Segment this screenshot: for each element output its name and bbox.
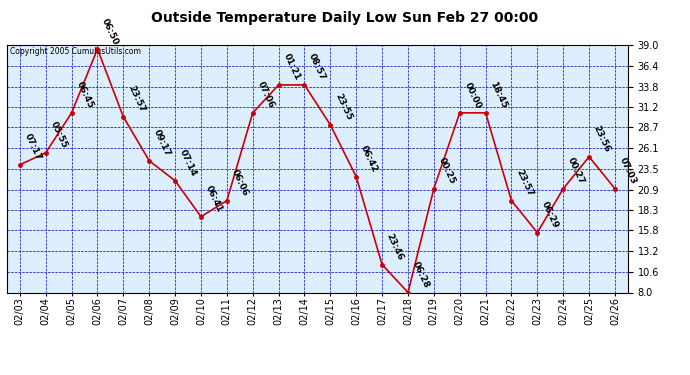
Text: 08:57: 08:57 xyxy=(307,53,328,82)
Text: 00:25: 00:25 xyxy=(437,156,457,186)
Text: 06:28: 06:28 xyxy=(411,260,431,290)
Text: 07:17: 07:17 xyxy=(23,132,43,162)
Text: 06:41: 06:41 xyxy=(204,184,224,214)
Text: 06:45: 06:45 xyxy=(75,80,95,110)
Text: 06:29: 06:29 xyxy=(540,200,560,230)
Text: 07:03: 07:03 xyxy=(618,156,638,186)
Text: 06:06: 06:06 xyxy=(230,168,250,198)
Text: 01:21: 01:21 xyxy=(282,53,302,82)
Text: 23:56: 23:56 xyxy=(592,124,612,154)
Text: 23:46: 23:46 xyxy=(385,232,405,262)
Text: 18:45: 18:45 xyxy=(489,80,509,110)
Text: 06:42: 06:42 xyxy=(359,144,380,174)
Text: Outside Temperature Daily Low Sun Feb 27 00:00: Outside Temperature Daily Low Sun Feb 27… xyxy=(151,11,539,25)
Text: 05:55: 05:55 xyxy=(48,120,69,150)
Text: 00:00: 00:00 xyxy=(462,81,482,110)
Text: 00:27: 00:27 xyxy=(566,156,586,186)
Text: Copyright 2005 CumulusUtils.com: Copyright 2005 CumulusUtils.com xyxy=(10,48,141,57)
Text: 09:17: 09:17 xyxy=(152,128,172,158)
Text: 23:57: 23:57 xyxy=(514,168,535,198)
Text: 07:06: 07:06 xyxy=(255,81,276,110)
Text: 23:55: 23:55 xyxy=(333,92,353,122)
Text: 07:14: 07:14 xyxy=(178,148,198,178)
Text: 23:57: 23:57 xyxy=(126,84,146,114)
Text: 06:50: 06:50 xyxy=(100,17,120,46)
